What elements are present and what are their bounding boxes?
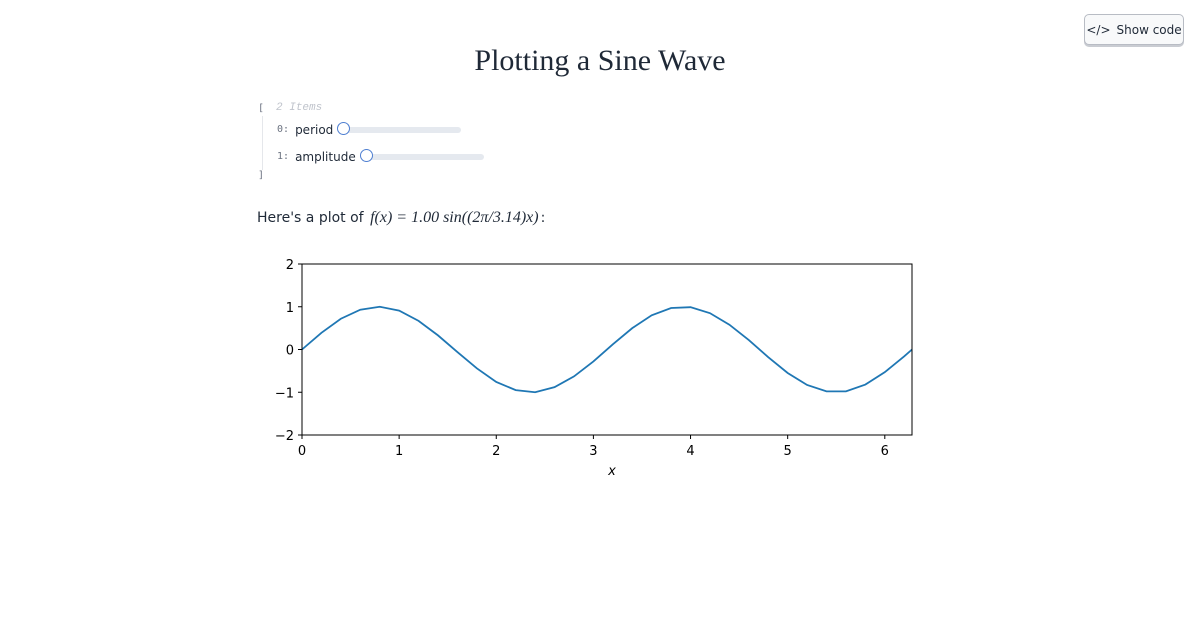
x-tick-label: 0 <box>298 444 306 459</box>
x-tick-label: 6 <box>881 444 889 459</box>
slider-label: amplitude <box>295 149 356 164</box>
slider-knob[interactable] <box>337 121 351 135</box>
x-tick-label: 5 <box>784 444 792 459</box>
tree-open[interactable]: [ <box>258 102 265 114</box>
index-number: 0 <box>277 124 284 135</box>
x-axis-label: x <box>607 464 616 479</box>
button-label: Show code <box>1116 22 1182 37</box>
sine-line <box>301 305 913 394</box>
index-separator: : <box>283 151 290 162</box>
x-tick-label: 2 <box>492 444 500 459</box>
x-tick-label: 3 <box>589 444 597 459</box>
tree-close: ] <box>258 170 265 181</box>
tree-row: 1: amplitude <box>277 143 484 170</box>
slider[interactable] <box>359 148 484 162</box>
x-tick-label: 4 <box>686 444 694 459</box>
y-tick-label: 1 <box>286 301 294 316</box>
slider[interactable] <box>337 121 462 135</box>
y-tick-label: 2 <box>286 258 294 273</box>
tree-count: 2 Items <box>276 102 323 114</box>
y-tick-label: 0 <box>286 344 294 359</box>
tree-row: 0: period <box>277 116 484 143</box>
tree-index: 0: <box>277 124 289 135</box>
tree-items: 0: period 1: amplitude <box>262 116 484 170</box>
y-tick-label: −1 <box>275 386 294 401</box>
show-code-button[interactable]: </> Show code <box>1084 14 1184 45</box>
x-tick-label: 1 <box>395 444 403 459</box>
prose: Here's a plot of f(x) = 1.00 sin((2π/3.1… <box>257 209 545 227</box>
code-icon: </> <box>1086 22 1111 37</box>
index-separator: : <box>283 124 290 135</box>
formula: f(x) = 1.00 sin((2π/3.14)x) <box>370 209 539 226</box>
prose-prefix: Here's a plot of <box>257 210 364 226</box>
json-tree: [2 Items 0: period 1: amplitude ] <box>258 100 484 181</box>
slider-knob[interactable] <box>359 148 373 162</box>
prose-suffix: : <box>540 210 546 226</box>
plot-frame <box>301 263 913 436</box>
y-tick-label: −2 <box>275 429 294 444</box>
slider-label: period <box>295 122 334 137</box>
page-title: Plotting a Sine Wave <box>474 44 726 77</box>
index-number: 1 <box>277 151 284 162</box>
tree-index: 1: <box>277 151 289 162</box>
